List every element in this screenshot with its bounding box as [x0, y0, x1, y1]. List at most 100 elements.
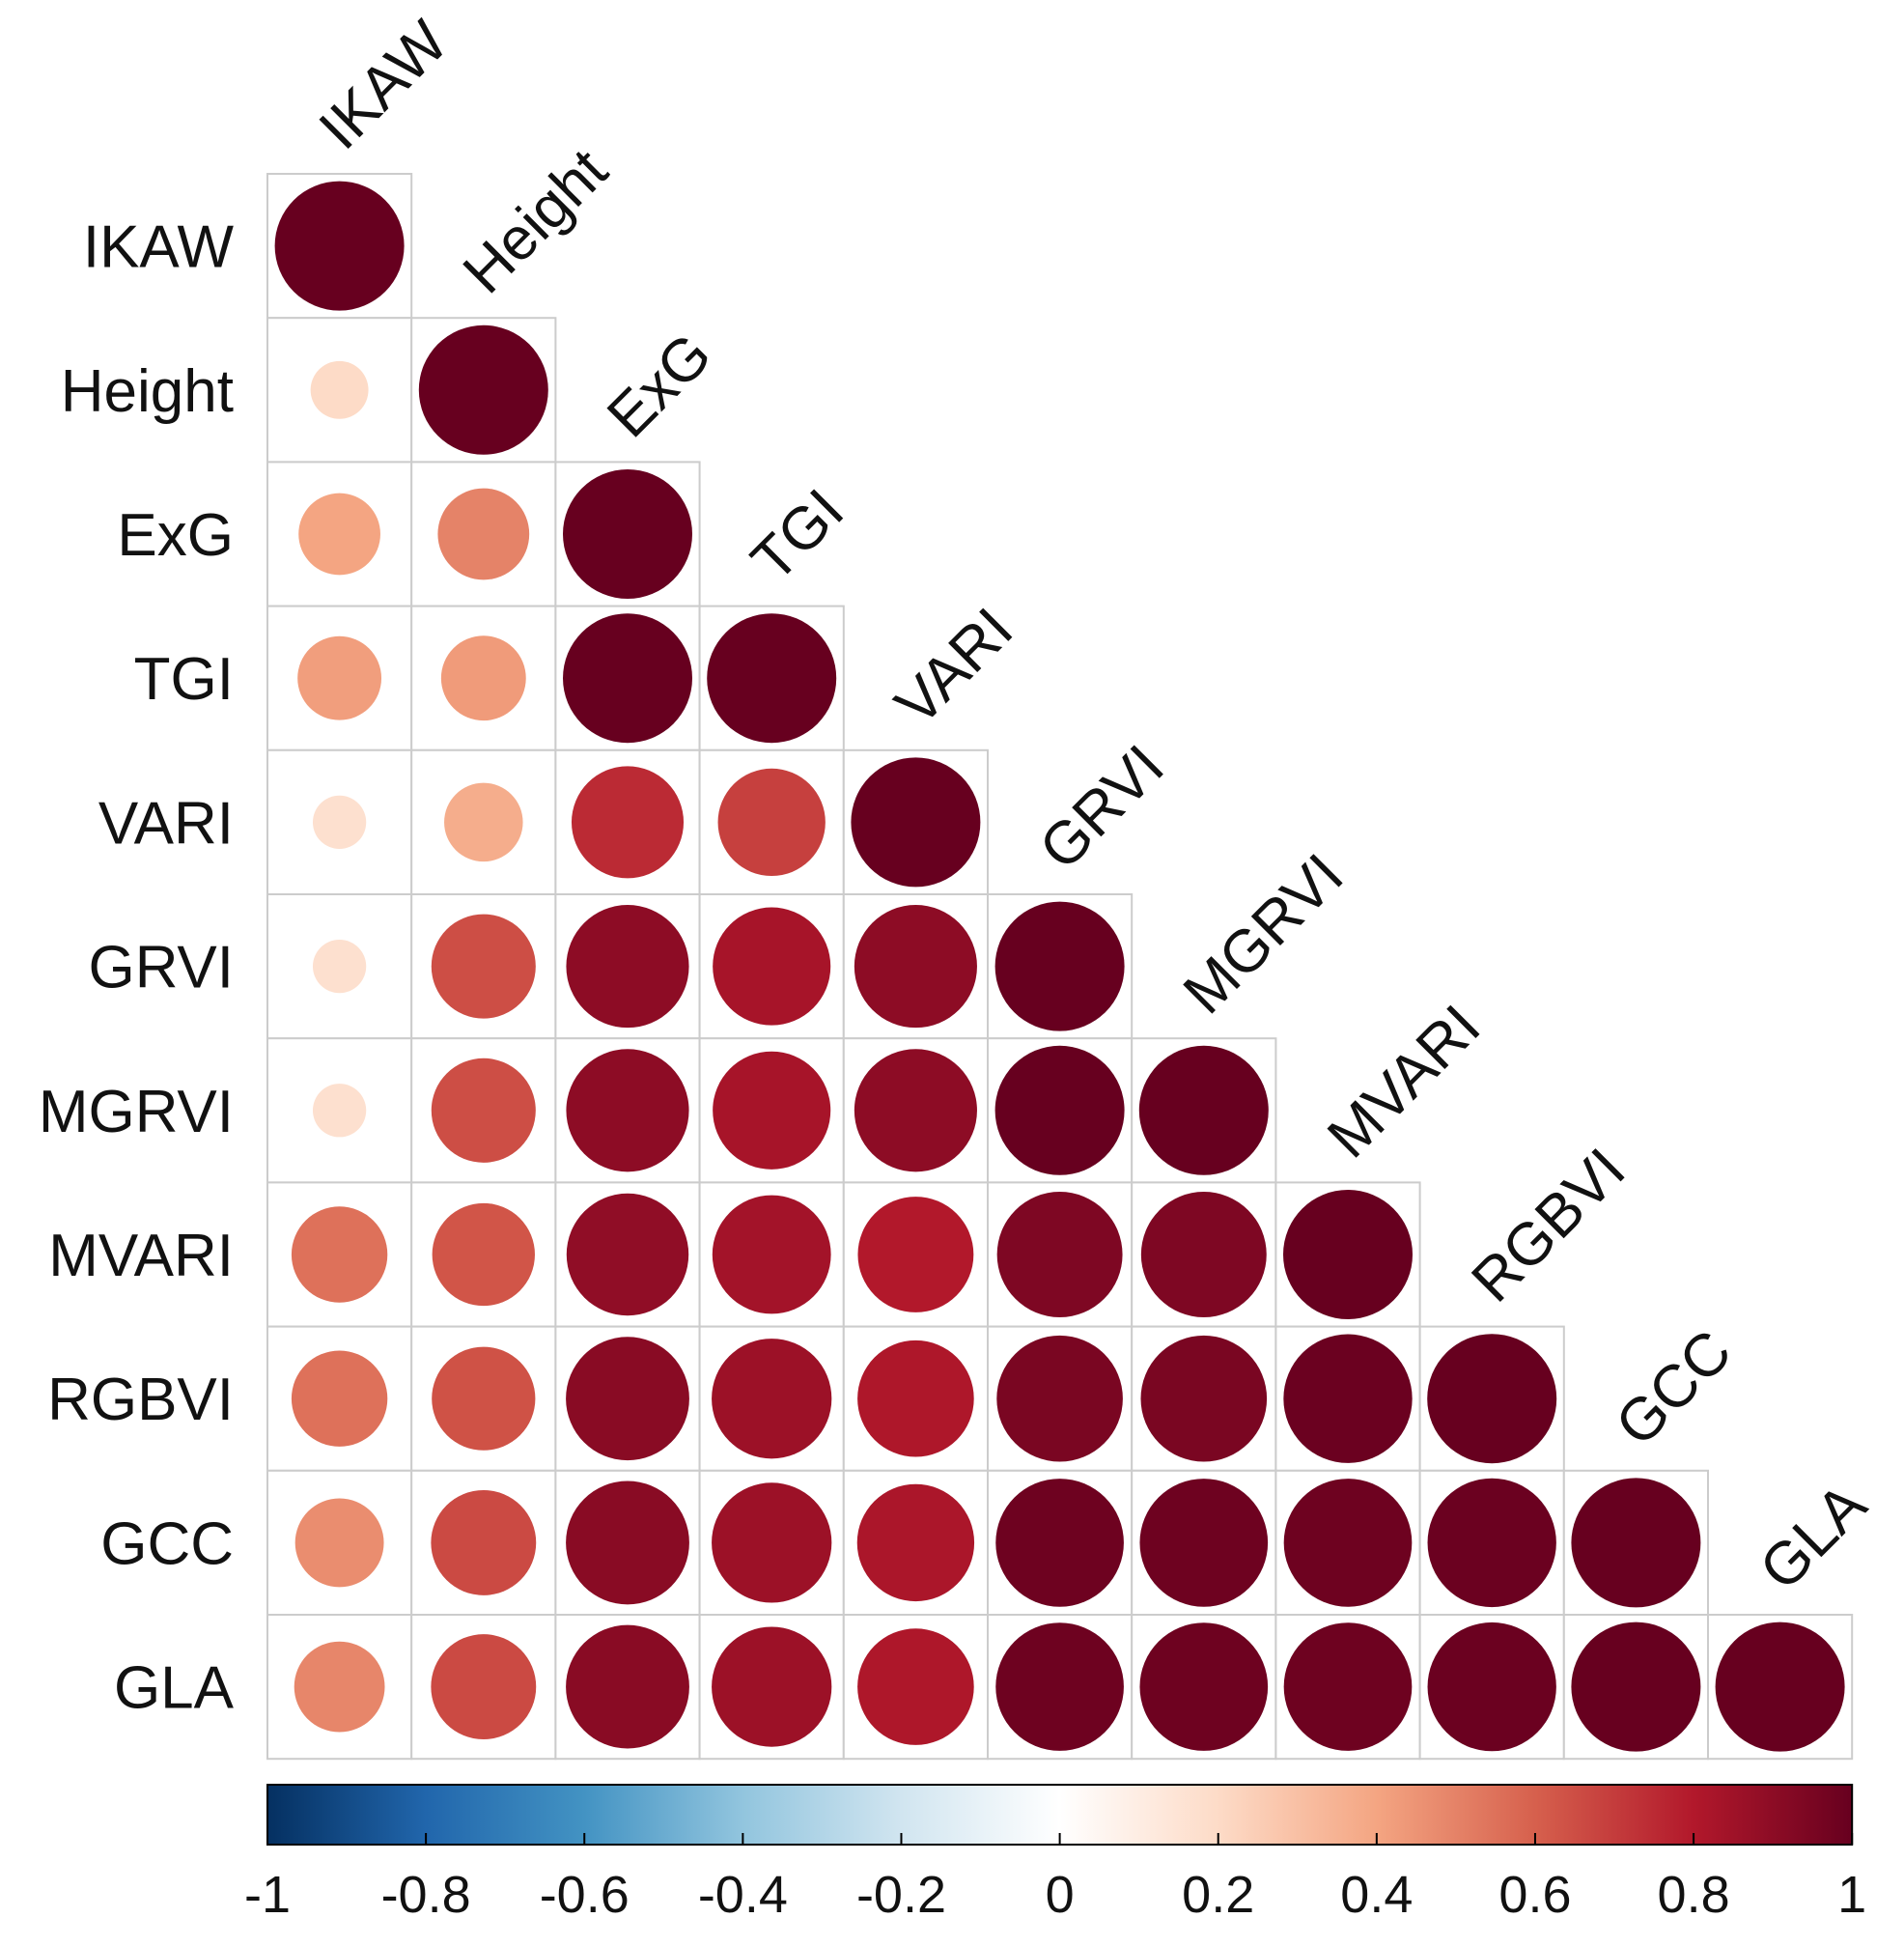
corr-circle-rgbvi-mvari [1283, 1334, 1413, 1463]
corr-circle-vari-exg [571, 766, 685, 879]
corr-circle-gcc-exg [566, 1481, 689, 1605]
colorbar-tick-label: -0.8 [381, 1866, 471, 1924]
corr-circle-mvari-grvi [996, 1192, 1123, 1317]
corr-circle-gla-rgbvi [1427, 1622, 1556, 1752]
row-label-height: Height [61, 358, 234, 425]
row-label-rgbvi: RGBVI [47, 1367, 234, 1433]
corr-circle-gla-tgi [712, 1626, 832, 1747]
corr-circle-mvari-exg [566, 1193, 689, 1316]
corr-circle-rgbvi-vari [857, 1340, 974, 1457]
corr-circle-vari-ikaw [312, 795, 367, 850]
col-label-mvari: MVARI [1315, 993, 1493, 1170]
corr-circle-grvi-height [431, 914, 536, 1019]
corr-circle-grvi-ikaw [312, 939, 367, 994]
col-label-vari: VARI [883, 596, 1026, 739]
correlation-circles [274, 181, 1845, 1752]
corr-circle-rgbvi-ikaw [291, 1350, 388, 1447]
corr-circle-gcc-mvari [1283, 1479, 1413, 1607]
corr-circle-exg-height [437, 488, 530, 580]
corr-circle-gla-ikaw [294, 1641, 385, 1733]
row-label-grvi: GRVI [89, 935, 234, 1001]
row-label-mgrvi: MGRVI [39, 1079, 234, 1145]
grid-cell-mgrvi-ikaw [266, 1037, 413, 1184]
corr-circle-gla-gla [1715, 1622, 1845, 1752]
corr-circle-tgi-exg [563, 613, 692, 744]
col-label-rgbvi: RGBVI [1459, 1136, 1638, 1314]
colorbar-tick-label: 0.6 [1498, 1866, 1571, 1924]
colorbar-tick-label: -0.6 [540, 1866, 630, 1924]
corr-circle-rgbvi-tgi [712, 1339, 832, 1459]
corr-circle-gla-height [431, 1634, 537, 1740]
colorbar-tick-label: 0 [1046, 1866, 1075, 1924]
col-label-ikaw: IKAW [307, 8, 462, 162]
corr-circle-mvari-height [432, 1202, 535, 1307]
corr-circle-grvi-grvi [994, 901, 1125, 1031]
col-label-exg: ExG [595, 321, 724, 450]
corr-circle-grvi-exg [566, 905, 689, 1029]
colorbar-tick-label: 0.2 [1182, 1866, 1254, 1924]
grid-cell-tgi-height [410, 605, 557, 751]
corr-circle-rgbvi-rgbvi [1427, 1334, 1557, 1464]
corr-circle-grvi-vari [854, 905, 977, 1029]
corr-circle-mvari-mvari [1283, 1190, 1413, 1319]
corr-circle-gla-vari [857, 1628, 974, 1745]
corr-circle-rgbvi-height [432, 1346, 536, 1451]
row-label-tgi: TGI [134, 646, 234, 713]
corr-circle-tgi-height [440, 635, 526, 721]
col-label-grvi: GRVI [1027, 733, 1177, 883]
corr-circle-mgrvi-height [431, 1058, 536, 1163]
colorbar-tick-label: -0.4 [698, 1866, 788, 1924]
col-label-height: Height [451, 137, 621, 307]
corr-circle-ikaw-ikaw [274, 181, 405, 311]
corr-circle-rgbvi-exg [566, 1337, 689, 1461]
corr-circle-rgbvi-grvi [996, 1335, 1123, 1462]
corr-circle-vari-tgi [717, 768, 826, 877]
corr-circle-gcc-grvi [995, 1479, 1124, 1607]
corr-circle-exg-ikaw [298, 493, 380, 576]
corr-circle-gcc-mgrvi [1139, 1479, 1269, 1607]
corr-circle-vari-vari [851, 757, 981, 888]
col-label-gla: GLA [1748, 1471, 1880, 1603]
colorbar-tick-label: 1 [1837, 1866, 1866, 1924]
colorbar-tick-label: -0.2 [856, 1866, 946, 1924]
colorbar-tick-label: -1 [244, 1866, 291, 1924]
corr-circle-gla-mvari [1283, 1622, 1413, 1751]
corr-circle-mgrvi-ikaw [312, 1084, 367, 1138]
row-label-gla: GLA [114, 1655, 235, 1722]
col-label-gcc: GCC [1604, 1317, 1745, 1458]
corr-circle-gla-mgrvi [1139, 1622, 1269, 1751]
corr-circle-height-height [418, 324, 548, 455]
colorbar: -1 -0.8 -0.6 -0.4 -0.2 0 0.2 0.4 0.6 0.8 1 [244, 1784, 1866, 1924]
row-label-ikaw: IKAW [83, 214, 235, 281]
corr-circle-mvari-tgi [712, 1195, 831, 1314]
corr-circle-gla-exg [566, 1624, 689, 1749]
colorbar-tick-label: 0.4 [1340, 1866, 1413, 1924]
corr-circle-gcc-rgbvi [1427, 1478, 1556, 1608]
corr-circle-mgrvi-vari [854, 1049, 977, 1172]
corr-circle-gcc-gcc [1571, 1478, 1701, 1608]
corr-circle-mvari-mgrvi [1140, 1192, 1267, 1317]
row-label-mvari: MVARI [48, 1223, 234, 1289]
corr-circle-gcc-height [431, 1489, 537, 1595]
row-label-vari: VARI [98, 790, 234, 857]
row-label-gcc: GCC [100, 1510, 234, 1577]
corr-circle-gla-gcc [1571, 1622, 1701, 1752]
corr-circle-vari-height [444, 782, 523, 862]
col-label-tgi: TGI [739, 477, 856, 595]
col-label-mgrvi: MGRVI [1171, 841, 1357, 1027]
row-labels: IKAW Height ExG TGI VARI GRVI MGRVI MVARI RGBVI G… [39, 214, 235, 1722]
corr-circle-mvari-ikaw [291, 1206, 388, 1303]
corr-circle-tgi-tgi [707, 613, 837, 744]
corr-circle-gcc-tgi [712, 1482, 832, 1603]
corr-circle-grvi-tgi [713, 907, 831, 1026]
corr-circle-gcc-ikaw [294, 1498, 384, 1588]
corr-circle-mgrvi-grvi [994, 1045, 1125, 1175]
corr-circle-gcc-vari [856, 1483, 975, 1602]
corr-circle-tgi-ikaw [297, 635, 382, 720]
corr-circle-mvari-vari [857, 1197, 974, 1312]
colorbar-tick-label: 0.8 [1658, 1866, 1730, 1924]
corr-circle-height-ikaw [310, 360, 369, 419]
row-label-exg: ExG [117, 502, 234, 569]
corr-circle-exg-exg [563, 469, 692, 599]
corr-circle-mgrvi-tgi [713, 1051, 831, 1170]
